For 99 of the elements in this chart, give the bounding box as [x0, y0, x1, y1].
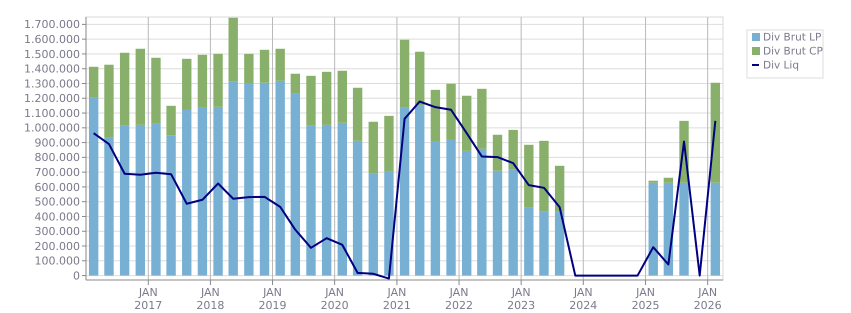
y-tick-label: 900.000 [34, 136, 80, 150]
bar [400, 108, 410, 276]
bar [400, 40, 410, 108]
x-tick-label: JAN 2021 [382, 286, 411, 312]
y-tick-label: 1.100.000 [24, 106, 80, 120]
bar [322, 72, 332, 125]
bar [260, 82, 270, 276]
bar [415, 106, 424, 276]
bar [151, 58, 161, 124]
bar [524, 208, 534, 276]
y-tick-label: 1.200.000 [24, 92, 80, 106]
bar [151, 124, 161, 276]
bar [306, 76, 316, 126]
bar [136, 124, 145, 276]
bar [508, 130, 518, 170]
y-tick-label: 100.000 [34, 254, 80, 268]
x-tick-label: JAN 2017 [134, 286, 162, 312]
x-tick-label: JAN 2019 [258, 286, 287, 312]
bar [524, 144, 534, 208]
bar [322, 124, 332, 276]
y-tick-label: 300.000 [34, 225, 80, 238]
x-tick-label: JAN 2022 [445, 286, 474, 312]
bar [275, 48, 285, 81]
bar [244, 54, 254, 84]
bar [306, 126, 316, 276]
bar [710, 182, 720, 276]
bar [648, 182, 658, 276]
x-tick-label: JAN 2023 [507, 286, 536, 312]
bar [415, 52, 424, 106]
x-tick-label: JAN 2024 [569, 286, 598, 312]
x-tick-label: JAN 2020 [320, 286, 349, 312]
bar [368, 174, 378, 276]
bar [166, 106, 176, 136]
bar [539, 140, 549, 212]
bar [88, 98, 98, 276]
x-tick-label: JAN 2018 [196, 286, 224, 312]
x-tick-label: JAN 2026 [694, 286, 722, 312]
bar [338, 70, 347, 123]
bar [384, 116, 394, 172]
bar [477, 148, 487, 276]
y-tick-label: 0 [73, 269, 80, 282]
bar [492, 134, 502, 171]
bar [338, 122, 347, 276]
bar [104, 137, 114, 276]
bar [182, 58, 192, 110]
bar [88, 66, 98, 98]
bar [352, 88, 362, 141]
y-tick-label: 700.000 [34, 166, 80, 179]
bar [275, 80, 285, 276]
bar [508, 170, 518, 276]
bar [120, 126, 130, 276]
bar [290, 74, 300, 94]
y-tick-label: 400.000 [34, 210, 80, 224]
bar [244, 83, 254, 276]
legend-label: Div Brut CP [763, 46, 823, 58]
bar [182, 109, 192, 276]
bar [446, 139, 456, 276]
y-tick-label: 1.500.000 [24, 48, 80, 61]
bar [136, 48, 145, 125]
bar [462, 96, 472, 151]
y-tick-label: 1.700.000 [24, 18, 80, 32]
bar [554, 212, 564, 276]
bar [477, 88, 487, 149]
bar [120, 52, 130, 126]
bar [260, 50, 270, 83]
bar [446, 84, 456, 140]
x-tick-label: JAN 2025 [632, 286, 660, 312]
bar [664, 182, 674, 276]
bar [492, 170, 502, 276]
y-tick-label: 1.300.000 [24, 77, 80, 90]
y-tick-label: 600.000 [34, 180, 80, 194]
bar [430, 142, 440, 276]
y-tick-label: 500.000 [34, 196, 80, 209]
y-tick-label: 200.000 [34, 240, 80, 253]
bar [539, 212, 549, 276]
bar [104, 64, 114, 138]
y-tick-label: 1.600.000 [24, 33, 80, 46]
bar [228, 18, 238, 82]
y-tick-label: 1.000.000 [24, 122, 80, 135]
bar [213, 54, 223, 107]
bar [290, 94, 300, 276]
bar [554, 166, 564, 212]
bar [198, 107, 208, 276]
bar [166, 135, 176, 276]
bar [352, 140, 362, 276]
bar [198, 54, 208, 108]
y-tick-label: 1.400.000 [24, 62, 80, 76]
bar [368, 122, 378, 174]
bar [679, 182, 689, 276]
bar [664, 178, 674, 183]
legend-label: Div Brut LP [763, 32, 822, 44]
legend-label: Div Liq [763, 60, 799, 72]
bar [384, 172, 394, 276]
bar [430, 90, 440, 142]
bar [228, 82, 238, 276]
bar [213, 106, 223, 276]
bar [462, 150, 472, 276]
y-tick-label: 800.000 [34, 151, 80, 164]
line-series [92, 100, 716, 280]
